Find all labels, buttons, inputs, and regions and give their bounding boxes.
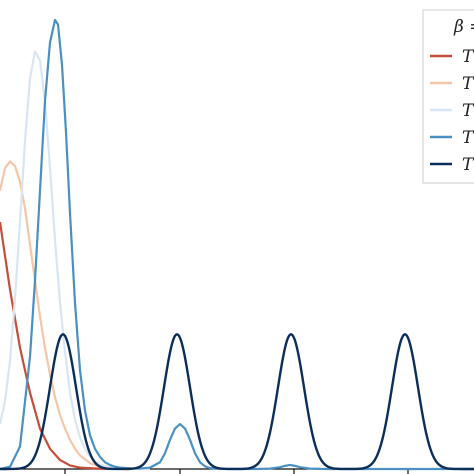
series-layer bbox=[0, 18, 474, 471]
legend-label-1: T bbox=[462, 74, 474, 94]
legend-label-0: T bbox=[462, 47, 474, 67]
legend-label-3: T bbox=[462, 128, 474, 148]
series-line-3 bbox=[0, 18, 474, 471]
legend-title: β = bbox=[453, 17, 474, 37]
series-line-2 bbox=[0, 50, 151, 471]
legend-label-2: T bbox=[462, 101, 474, 121]
series-line-4 bbox=[0, 333, 474, 471]
legend-box bbox=[422, 9, 474, 184]
series-line-0 bbox=[0, 221, 131, 471]
legend-label-4: T bbox=[462, 155, 474, 175]
